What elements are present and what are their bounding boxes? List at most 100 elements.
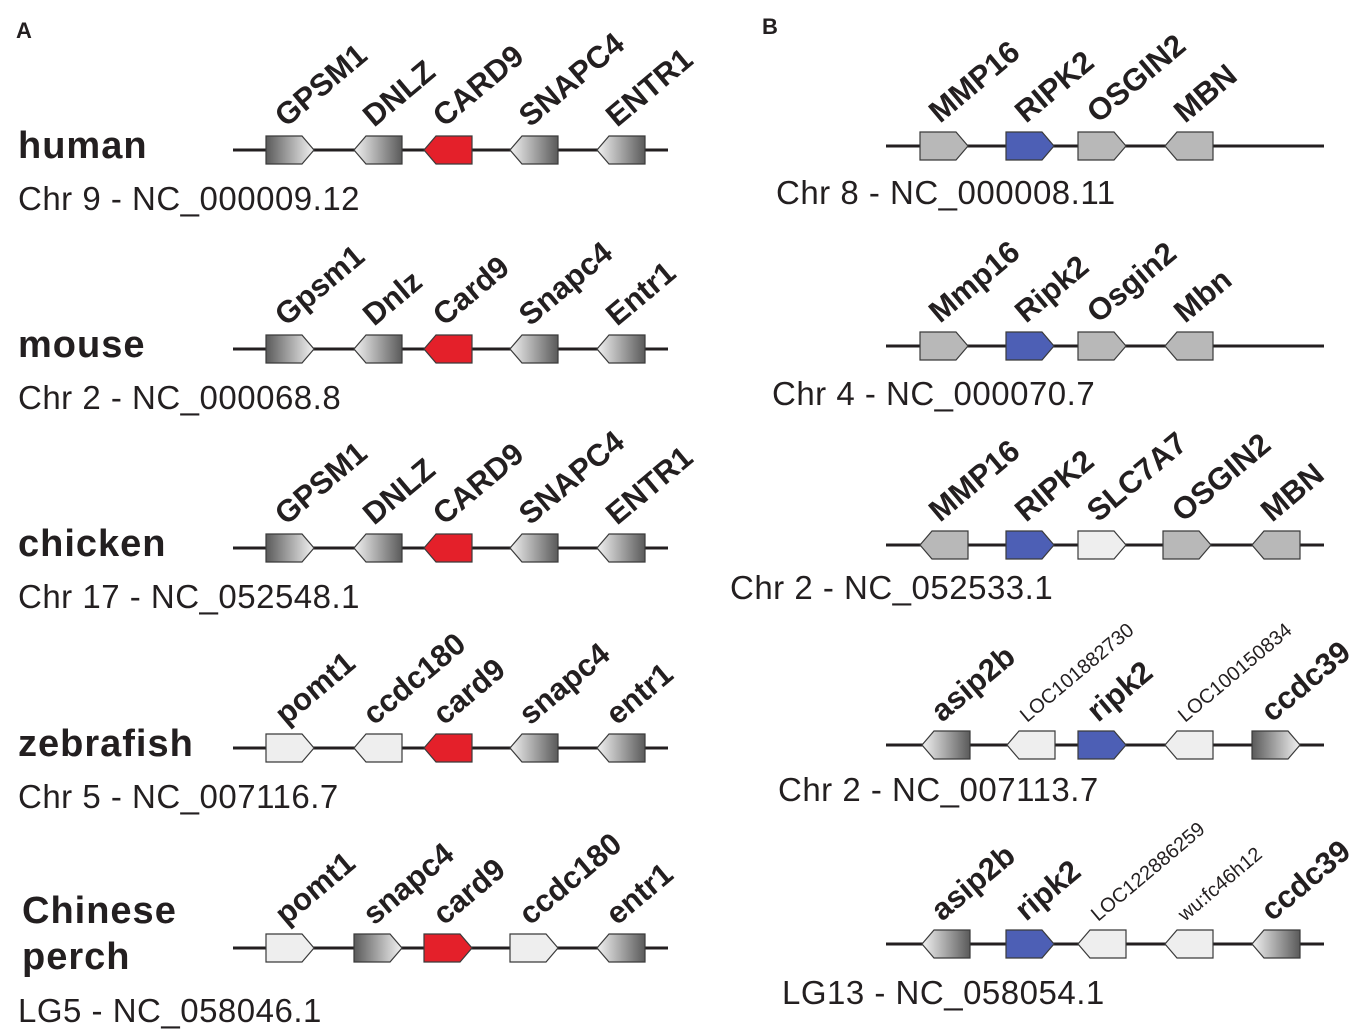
- panel-a-label: A: [16, 18, 32, 43]
- gene-label: Osgin2: [1080, 235, 1183, 329]
- gene-arrow-loc100150834: [1164, 730, 1214, 760]
- gene-arrow-osgin2: [1162, 530, 1212, 560]
- gene-label: Card9: [426, 249, 516, 332]
- species-name: perch: [22, 936, 130, 978]
- gene-arrow-snapc4: [509, 334, 559, 364]
- gene-label: CARD9: [426, 436, 530, 531]
- chromosome-label: Chr 5 - NC_007116.7: [18, 778, 339, 815]
- chromosome-label: Chr 2 - NC_000068.8: [18, 379, 341, 416]
- gene-arrow-snapc4: [353, 933, 403, 963]
- gene-arrow-entr1: [596, 933, 646, 963]
- gene-label: Snapc4: [512, 234, 620, 332]
- gene-label: snapc4: [512, 635, 617, 731]
- panel-b-label: B: [762, 14, 778, 39]
- gene-arrow-mbn: [1164, 331, 1214, 361]
- gene-arrow-ripk2: [1077, 730, 1127, 760]
- gene-arrow-wu-fc46h12: [1164, 929, 1214, 959]
- gene-arrow-osgin2: [1077, 331, 1127, 361]
- gene-arrow-mbn: [1164, 131, 1214, 161]
- gene-label: MBN: [1254, 456, 1331, 528]
- gene-arrow-card9: [423, 933, 473, 963]
- species-name: human: [18, 125, 148, 167]
- gene-arrow-loc101882730: [1006, 730, 1056, 760]
- gene-arrow-pomt1: [265, 933, 315, 963]
- gene-arrow-ccdc39: [1251, 929, 1301, 959]
- gene-arrow-mbn: [1251, 530, 1301, 560]
- gene-arrow-osgin2: [1077, 131, 1127, 161]
- chromosome-label: Chr 4 - NC_000070.7: [772, 375, 1095, 412]
- gene-arrow-entr1: [596, 533, 646, 563]
- chromosome-label: LG13 - NC_058054.1: [782, 974, 1105, 1011]
- gene-label: asip2b: [924, 638, 1022, 728]
- gene-arrow-ripk2: [1005, 929, 1055, 959]
- species-name: Chinese: [22, 890, 177, 932]
- gene-arrow-ccdc180: [353, 733, 403, 763]
- gene-label: GPSM1: [268, 37, 374, 134]
- chromosome-label: LG5 - NC_058046.1: [18, 992, 322, 1029]
- gene-label: Mmp16: [922, 234, 1026, 329]
- gene-arrow-dnlz: [353, 334, 403, 364]
- gene-arrow-card9: [423, 135, 473, 165]
- gene-arrow-dnlz: [353, 135, 403, 165]
- gene-label: pomt1: [268, 645, 362, 732]
- gene-label: CARD9: [426, 38, 530, 133]
- gene-arrow-entr1: [596, 733, 646, 763]
- species-name: mouse: [18, 324, 145, 366]
- gene-arrow-card9: [423, 733, 473, 763]
- chromosome-label: Chr 9 - NC_000009.12: [18, 180, 360, 217]
- gene-label: MBN: [1167, 57, 1244, 129]
- gene-arrow-mmp16: [919, 331, 969, 361]
- gene-arrow-ccdc39: [1251, 730, 1301, 760]
- gene-arrow-ccdc180: [509, 933, 559, 963]
- gene-arrow-asip2b: [921, 730, 971, 760]
- gene-arrow-pomt1: [265, 733, 315, 763]
- gene-arrow-gpsm1: [265, 135, 315, 165]
- gene-arrow-dnlz: [353, 533, 403, 563]
- gene-arrow-gpsm1: [265, 334, 315, 364]
- gene-label: MMP16: [922, 433, 1026, 528]
- gene-arrow-mmp16: [919, 131, 969, 161]
- gene-label: ccdc39: [1254, 833, 1357, 927]
- gene-arrow-snapc4: [509, 533, 559, 563]
- gene-arrow-snapc4: [509, 135, 559, 165]
- gene-arrow-entr1: [596, 135, 646, 165]
- gene-label: GPSM1: [268, 435, 374, 532]
- species-name: chicken: [18, 523, 167, 565]
- chromosome-label: Chr 17 - NC_052548.1: [18, 578, 360, 615]
- gene-arrow-ripk2: [1005, 331, 1055, 361]
- gene-label: wu:fc46h12: [1173, 843, 1266, 926]
- species-name: zebrafish: [18, 723, 194, 765]
- gene-label: pomt1: [268, 845, 362, 932]
- gene-label: MMP16: [922, 34, 1026, 129]
- gene-arrow-asip2b: [921, 929, 971, 959]
- gene-arrow-mmp16: [919, 530, 969, 560]
- gene-arrow-loc122886259: [1077, 929, 1127, 959]
- chromosome-label: Chr 2 - NC_052533.1: [730, 569, 1053, 606]
- chromosome-label: Chr 8 - NC_000008.11: [776, 174, 1116, 211]
- chromosome-label: Chr 2 - NC_007113.7: [778, 771, 1099, 808]
- gene-arrow-ripk2: [1005, 131, 1055, 161]
- gene-arrow-slc7a7: [1077, 530, 1127, 560]
- gene-label: Mbn: [1167, 262, 1238, 330]
- gene-arrow-entr1: [596, 334, 646, 364]
- gene-arrow-ripk2: [1005, 530, 1055, 560]
- gene-arrow-gpsm1: [265, 533, 315, 563]
- gene-label: entr1: [599, 656, 680, 732]
- gene-label: entr1: [599, 856, 680, 932]
- gene-arrow-snapc4: [509, 733, 559, 763]
- gene-label: Gpsm1: [268, 238, 371, 332]
- gene-arrow-card9: [423, 334, 473, 364]
- gene-label: Dnlz: [356, 263, 429, 332]
